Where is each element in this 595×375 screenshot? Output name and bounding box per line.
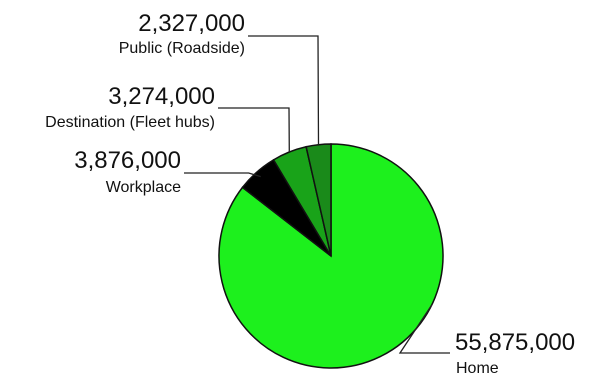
leader-line-destination xyxy=(218,107,290,153)
slice-category-label-home: Home xyxy=(456,360,499,375)
pie-slices xyxy=(218,143,444,369)
slice-value-label-public: 2,327,000 xyxy=(138,10,245,37)
slice-category-label-public: Public (Roadside) xyxy=(119,40,245,57)
slice-category-label-workplace: Workplace xyxy=(106,179,181,196)
leader-line-home xyxy=(398,304,450,354)
slice-category-label-destination: Destination (Fleet hubs) xyxy=(45,114,215,131)
slice-value-label-home: 55,875,000 xyxy=(455,329,575,356)
leader-lines xyxy=(184,35,450,354)
leader-line-public xyxy=(248,35,320,145)
slice-value-label-workplace: 3,876,000 xyxy=(74,147,181,174)
slice-value-label-destination: 3,274,000 xyxy=(108,83,215,110)
leader-line-workplace xyxy=(184,172,261,178)
